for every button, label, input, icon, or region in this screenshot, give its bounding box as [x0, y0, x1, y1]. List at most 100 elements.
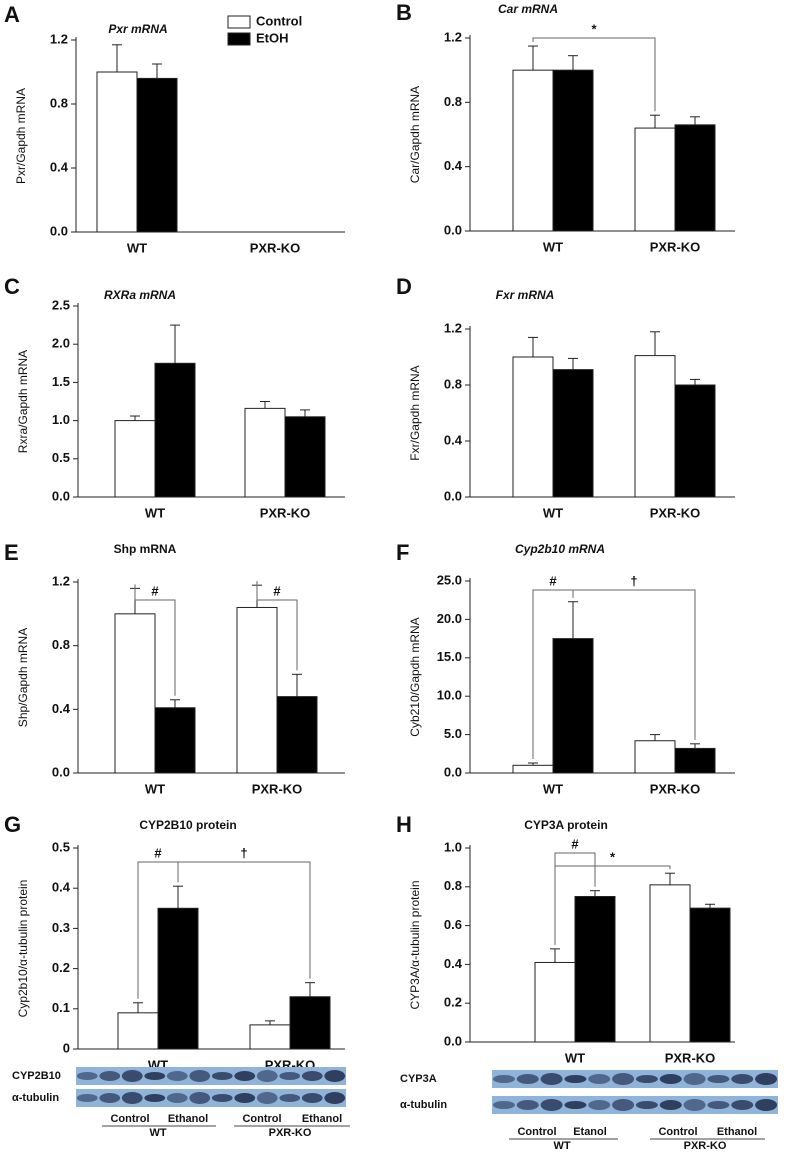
panel-letter: C: [4, 274, 20, 299]
blot-band: [279, 1072, 301, 1080]
blot-label: α-tubulin: [400, 1099, 447, 1111]
y-tick-label: 0.8: [444, 878, 462, 893]
y-tick-label: 0.5: [52, 839, 70, 854]
significance-bracket: [134, 584, 176, 696]
bar: [154, 707, 196, 774]
bar: [512, 69, 554, 232]
y-tick-label: 0.8: [444, 94, 462, 109]
lane-group: PXR-KO: [269, 1127, 312, 1139]
blot-band: [99, 1093, 121, 1103]
bar: [136, 77, 178, 233]
bar: [634, 355, 676, 498]
blot-band: [492, 1075, 515, 1083]
y-tick-label: 1.2: [444, 320, 462, 335]
bar: [674, 384, 716, 498]
blot-band: [731, 1074, 754, 1084]
lane-group: WT: [149, 1127, 166, 1139]
significance-mark: #: [549, 573, 557, 588]
blot-band: [166, 1093, 188, 1103]
blot-strip: [76, 1067, 346, 1085]
y-tick-label: 0.8: [52, 637, 70, 652]
lane-condition: Ethanol: [717, 1126, 757, 1138]
y-axis-label: CYP3A/α-tubulin protein: [408, 880, 422, 1009]
bar: [552, 69, 594, 232]
bar: [276, 696, 318, 774]
y-tick-label: 0.2: [52, 960, 70, 975]
y-tick-label: 1.2: [444, 29, 462, 44]
y-tick-label: 1.2: [50, 31, 68, 46]
bar: [236, 606, 278, 774]
y-tick-label: 1.0: [52, 412, 70, 427]
y-tick-label: 0.0: [50, 223, 68, 238]
bar: [689, 907, 731, 1043]
lane-condition: Etanol: [573, 1126, 607, 1138]
bar: [552, 369, 594, 498]
blot-band: [256, 1070, 278, 1082]
legend-swatch: [227, 32, 251, 46]
bar: [634, 127, 676, 232]
y-tick-label: 0.3: [52, 920, 70, 935]
blot-band: [144, 1094, 166, 1102]
bar: [244, 407, 286, 498]
significance-bracket: [572, 589, 696, 740]
blot-band: [211, 1072, 233, 1080]
blot-band: [707, 1075, 730, 1083]
legend-swatch: [227, 15, 251, 29]
significance-bracket: [554, 865, 671, 945]
chart-title: Shp mRNA: [114, 542, 177, 556]
y-tick-label: 0.0: [52, 764, 70, 779]
panel-letter: H: [396, 812, 412, 837]
lane-condition: Ethanol: [302, 1113, 342, 1125]
x-tick-label: PXR-KO: [260, 505, 311, 520]
y-tick-label: 0.4: [50, 159, 69, 174]
y-tick-label: 2.5: [52, 297, 70, 312]
bar: [154, 362, 196, 498]
y-tick-label: 0.0: [444, 1033, 462, 1048]
y-tick-label: 0.1: [52, 1000, 70, 1015]
y-tick-label: 0.0: [444, 222, 462, 237]
significance-bracket: [177, 861, 311, 979]
panel-letter: G: [4, 812, 21, 837]
blot-band: [612, 1073, 635, 1085]
x-tick-label: PXR-KO: [650, 781, 701, 796]
blot-label: α-tubulin: [12, 1092, 59, 1104]
x-tick-label: WT: [543, 505, 563, 520]
bar: [634, 740, 676, 774]
bar: [114, 613, 156, 774]
y-tick-label: 0.8: [50, 95, 68, 110]
bar: [552, 638, 594, 774]
y-tick-label: 5.0: [444, 726, 462, 741]
y-tick-label: 10.0: [437, 688, 462, 703]
y-axis-label: Cyp2b10/α-tubulin protein: [16, 880, 30, 1018]
significance-mark: #: [154, 845, 162, 860]
bar: [574, 896, 616, 1043]
blot-band: [540, 1073, 563, 1085]
blot-band: [166, 1071, 188, 1081]
blot-label: CYP3A: [400, 1073, 437, 1085]
panel-letter: B: [396, 0, 412, 25]
x-tick-label: PXR-KO: [250, 240, 301, 255]
blot-band: [659, 1100, 682, 1110]
y-tick-label: 1.2: [52, 573, 70, 588]
y-axis-label: Rxra/Gapdh mRNA: [16, 350, 30, 453]
bar: [117, 1012, 159, 1050]
significance-mark: #: [571, 836, 579, 851]
y-tick-label: 1.0: [444, 839, 462, 854]
chart-title: Pxr mRNA: [108, 22, 167, 36]
lane-condition: Control: [658, 1126, 697, 1138]
x-tick-label: WT: [543, 781, 563, 796]
panel-letter: F: [396, 540, 409, 565]
x-tick-label: WT: [145, 781, 165, 796]
blot-band: [683, 1099, 706, 1111]
significance-mark: †: [630, 573, 637, 588]
bar: [96, 71, 138, 233]
y-tick-label: 0: [63, 1040, 70, 1055]
blot-band: [707, 1101, 730, 1109]
significance-mark: *: [610, 849, 616, 864]
blot-label: CYP2B10: [12, 1070, 61, 1082]
blot-band: [588, 1074, 611, 1084]
y-axis-label: Cyb210/Gapdh mRNA: [408, 617, 422, 736]
y-tick-label: 0.2: [444, 995, 462, 1010]
blot-band: [189, 1092, 211, 1104]
